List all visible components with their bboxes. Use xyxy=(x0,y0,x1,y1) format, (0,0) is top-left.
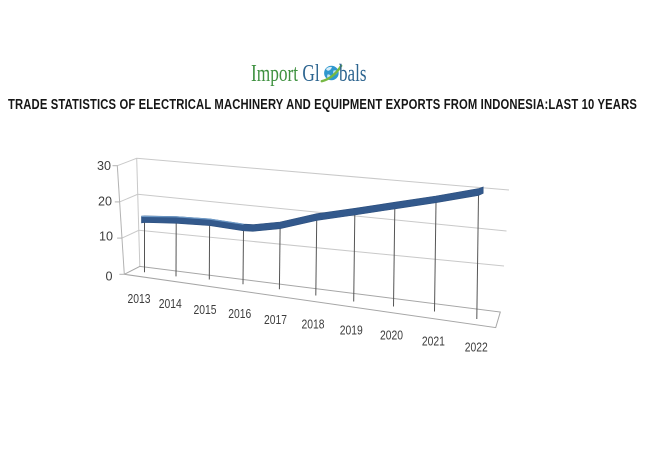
svg-text:2017: 2017 xyxy=(264,312,287,327)
svg-text:2021: 2021 xyxy=(422,333,445,348)
svg-text:0: 0 xyxy=(106,269,113,284)
svg-text:2014: 2014 xyxy=(159,296,182,311)
svg-text:10: 10 xyxy=(99,229,113,244)
svg-text:2019: 2019 xyxy=(340,323,363,338)
svg-text:20: 20 xyxy=(98,194,112,209)
svg-text:2015: 2015 xyxy=(194,302,217,317)
svg-text:2020: 2020 xyxy=(380,327,403,342)
svg-text:30: 30 xyxy=(97,158,111,173)
svg-text:2022: 2022 xyxy=(465,340,488,355)
svg-text:2018: 2018 xyxy=(302,317,325,332)
svg-text:2013: 2013 xyxy=(128,291,151,306)
svg-text:2016: 2016 xyxy=(228,306,251,321)
